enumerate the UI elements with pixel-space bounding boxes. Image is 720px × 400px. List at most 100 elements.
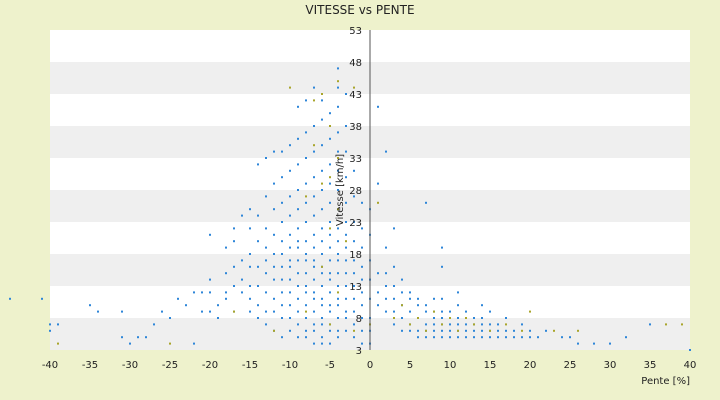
data-point (353, 240, 355, 243)
data-point (329, 246, 331, 249)
data-point (505, 317, 507, 319)
data-point (121, 310, 123, 313)
data-point (241, 278, 243, 281)
data-point (361, 291, 363, 294)
data-point (337, 272, 339, 275)
data-point (441, 323, 443, 326)
data-point (529, 310, 531, 313)
data-point (321, 342, 323, 345)
data-point (497, 329, 499, 332)
data-point (329, 323, 331, 326)
data-point (281, 317, 283, 319)
data-point (313, 265, 315, 268)
data-point (465, 329, 467, 332)
data-point (337, 259, 339, 262)
data-point (257, 285, 259, 287)
data-point (529, 329, 531, 332)
data-point (329, 137, 331, 140)
data-point (353, 221, 355, 223)
data-point (281, 304, 283, 307)
data-point (265, 272, 267, 275)
data-point (409, 297, 411, 300)
data-point (473, 323, 475, 326)
data-point (385, 285, 387, 287)
data-point (281, 201, 283, 204)
data-point (177, 297, 179, 300)
y-tick-label: 43 (349, 90, 362, 101)
data-point (289, 195, 291, 198)
data-point (521, 323, 523, 326)
data-point (441, 310, 443, 313)
data-point (281, 176, 283, 179)
data-point (185, 304, 187, 307)
data-point (345, 125, 347, 127)
data-point (353, 323, 355, 326)
data-point (289, 317, 291, 319)
data-point (305, 291, 307, 294)
data-point (409, 310, 411, 313)
data-point (289, 144, 291, 147)
data-point (257, 265, 259, 268)
data-point (361, 329, 363, 332)
data-point (521, 336, 523, 339)
data-point (401, 329, 403, 332)
data-point (345, 150, 347, 153)
data-point (337, 336, 339, 339)
data-point (193, 342, 195, 345)
data-point (361, 342, 363, 345)
data-point (273, 233, 275, 236)
data-point (329, 342, 331, 345)
data-point (513, 336, 515, 339)
data-point (353, 169, 355, 172)
data-point (409, 323, 411, 326)
data-point (441, 297, 443, 300)
data-point (417, 297, 419, 300)
data-point (457, 291, 459, 294)
x-tick-label: 0 (367, 360, 373, 371)
data-point (593, 342, 595, 345)
data-point (289, 246, 291, 249)
data-point (249, 297, 251, 300)
x-axis-title: Pente [%] (641, 376, 690, 387)
data-point (361, 317, 363, 319)
x-tick-label: 10 (444, 360, 457, 371)
data-point (337, 150, 339, 153)
data-point (401, 291, 403, 294)
data-point (393, 310, 395, 313)
data-point (249, 208, 251, 211)
data-point (401, 304, 403, 307)
data-point (57, 323, 59, 326)
data-point (449, 329, 451, 332)
x-tick-label: 35 (644, 360, 657, 371)
data-point (337, 317, 339, 319)
data-point (689, 349, 691, 351)
data-point (321, 208, 323, 211)
data-point (561, 336, 563, 339)
data-point (329, 259, 331, 262)
data-point (377, 201, 379, 204)
data-point (241, 259, 243, 262)
data-point (281, 240, 283, 243)
data-point (329, 201, 331, 204)
data-point (145, 336, 147, 339)
data-point (353, 329, 355, 332)
data-point (49, 323, 51, 326)
data-point (281, 221, 283, 223)
data-point (249, 253, 251, 255)
data-point (465, 336, 467, 339)
data-point (425, 336, 427, 339)
data-point (321, 272, 323, 275)
data-point (297, 285, 299, 287)
data-point (425, 201, 427, 204)
data-point (265, 157, 267, 159)
data-point (169, 317, 171, 319)
data-points (9, 67, 691, 351)
data-point (329, 125, 331, 127)
data-point (353, 297, 355, 300)
data-point (257, 304, 259, 307)
data-point (321, 240, 323, 243)
data-point (377, 291, 379, 294)
data-point (377, 182, 379, 185)
